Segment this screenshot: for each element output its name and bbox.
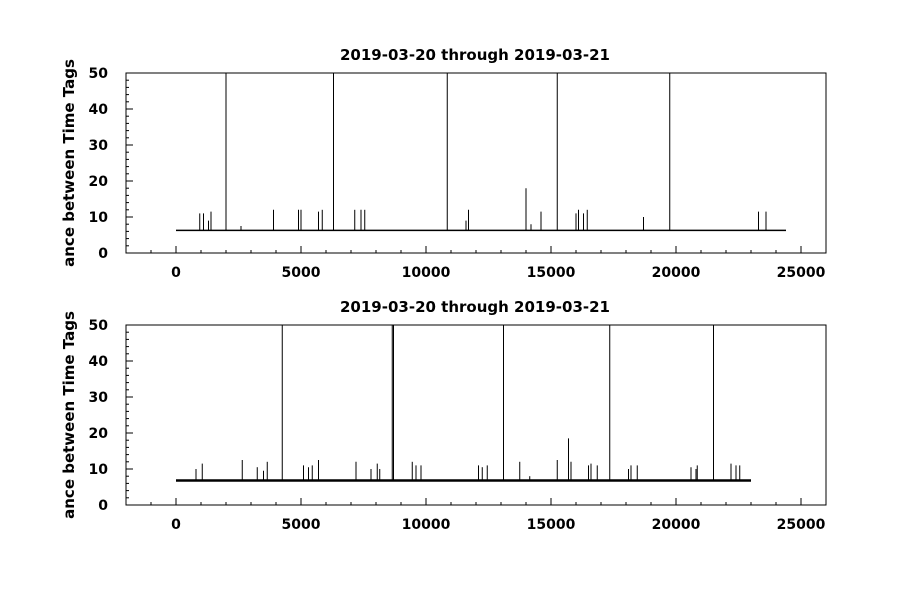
bottom-y-tick-label: 10 — [89, 462, 109, 478]
subplot-top: 2019-03-20 through 2019-03-21 ance betwe… — [60, 46, 827, 281]
bottom-y-tick-label: 30 — [89, 390, 109, 406]
top-plot-frame — [125, 72, 827, 254]
bottom-y-tick-label: 40 — [89, 354, 109, 370]
bottom-chart-title: 2019-03-20 through 2019-03-21 — [340, 298, 610, 316]
bottom-y-axis-label: ance between Time Tags — [60, 311, 78, 519]
top-y-tick-label: 10 — [89, 210, 109, 226]
bottom-x-tick-label: 10000 — [402, 517, 451, 533]
bottom-x-tick-label: 25000 — [777, 517, 826, 533]
top-y-tick-label: 20 — [89, 174, 109, 190]
top-chart-title: 2019-03-20 through 2019-03-21 — [340, 46, 610, 64]
bottom-x-tick-label: 5000 — [282, 517, 321, 533]
top-x-tick-label: 10000 — [402, 265, 451, 281]
top-y-tick-label: 50 — [89, 66, 109, 82]
subplot-bottom: 2019-03-20 through 2019-03-21 ance betwe… — [60, 298, 827, 533]
top-x-tick-label: 0 — [171, 265, 181, 281]
top-x-tick-label: 5000 — [282, 265, 321, 281]
top-y-tick-label: 0 — [98, 246, 108, 262]
top-y-tick-label: 40 — [89, 102, 109, 118]
bottom-y-tick-label: 0 — [98, 498, 108, 514]
bottom-x-tick-label: 0 — [171, 517, 181, 533]
top-x-tick-label: 20000 — [652, 265, 701, 281]
top-y-axis-label: ance between Time Tags — [60, 59, 78, 267]
bottom-y-tick-label: 20 — [89, 426, 109, 442]
bottom-plot-frame — [125, 324, 827, 506]
top-y-tick-label: 30 — [89, 138, 109, 154]
top-x-tick-label: 25000 — [777, 265, 826, 281]
bottom-x-tick-label: 15000 — [527, 517, 576, 533]
bottom-x-tick-label: 20000 — [652, 517, 701, 533]
top-x-tick-label: 15000 — [527, 265, 576, 281]
top-plot-marks: 0 5000 10000 15000 20000 25000 0 10 20 30 40 50 — [89, 66, 827, 281]
bottom-y-tick-label: 50 — [89, 318, 109, 334]
